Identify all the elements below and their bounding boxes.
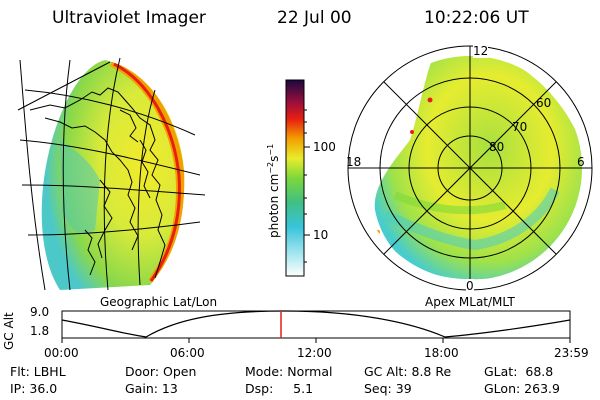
mlt-label-12: 12 bbox=[473, 44, 489, 58]
dsp-status: Dsp: 5.1 bbox=[245, 381, 314, 396]
polar-grid bbox=[347, 45, 593, 291]
filter-status: Flt: LBHL bbox=[10, 364, 66, 379]
orbit-timeline bbox=[61, 310, 571, 343]
timeline-xtick: 12:00 bbox=[297, 346, 332, 360]
mlat-label-80: 80 bbox=[489, 140, 505, 154]
coastlines bbox=[29, 87, 166, 279]
mlat-label-70: 70 bbox=[512, 120, 528, 134]
mlt-label-18: 18 bbox=[346, 155, 362, 169]
timeline-xtick: 06:00 bbox=[170, 346, 205, 360]
color-scale-bar bbox=[285, 79, 305, 277]
timeline-xtick: 23:59 bbox=[554, 346, 589, 360]
timeline-axis-label: GC Alt bbox=[2, 312, 16, 350]
timeline-xtick: 18:00 bbox=[424, 346, 459, 360]
polar-image bbox=[374, 56, 582, 280]
glat-status: GLat: 68.8 bbox=[484, 364, 554, 379]
mode-status: Mode: Normal bbox=[245, 364, 333, 379]
lat-lon-grid bbox=[17, 57, 206, 291]
right-panel-caption: Apex MLat/MLT bbox=[425, 295, 515, 309]
timeline-ytick-low: 1.8 bbox=[30, 324, 50, 338]
color-scale-tick-10: 10 bbox=[313, 228, 329, 242]
seq-status: Seq: 39 bbox=[364, 381, 412, 396]
time-readout: 10:22:06 UT bbox=[424, 8, 529, 28]
gain-status: Gain: 13 bbox=[125, 381, 178, 396]
color-scale-tick-100: 100 bbox=[313, 140, 336, 154]
color-scale-unit: photon cm−2s−1 bbox=[266, 143, 281, 238]
mlt-label-0: 0 bbox=[466, 279, 474, 293]
color-scale-ticks bbox=[304, 109, 310, 263]
glon-status: GLon: 263.9 bbox=[484, 381, 560, 396]
date-readout: 22 Jul 00 bbox=[277, 8, 352, 28]
timeline-xtick: 00:00 bbox=[44, 346, 79, 360]
left-panel-caption: Geographic Lat/Lon bbox=[100, 295, 218, 309]
mlt-label-6: 6 bbox=[577, 155, 585, 169]
ip-status: IP: 36.0 bbox=[10, 381, 58, 396]
door-status: Door: Open bbox=[125, 364, 197, 379]
mlat-label-60: 60 bbox=[536, 96, 552, 110]
app-title: Ultraviolet Imager bbox=[52, 8, 206, 28]
timeline-ytick-high: 9.0 bbox=[30, 305, 50, 319]
gc-alt-status: GC Alt: 8.8 Re bbox=[364, 364, 452, 379]
